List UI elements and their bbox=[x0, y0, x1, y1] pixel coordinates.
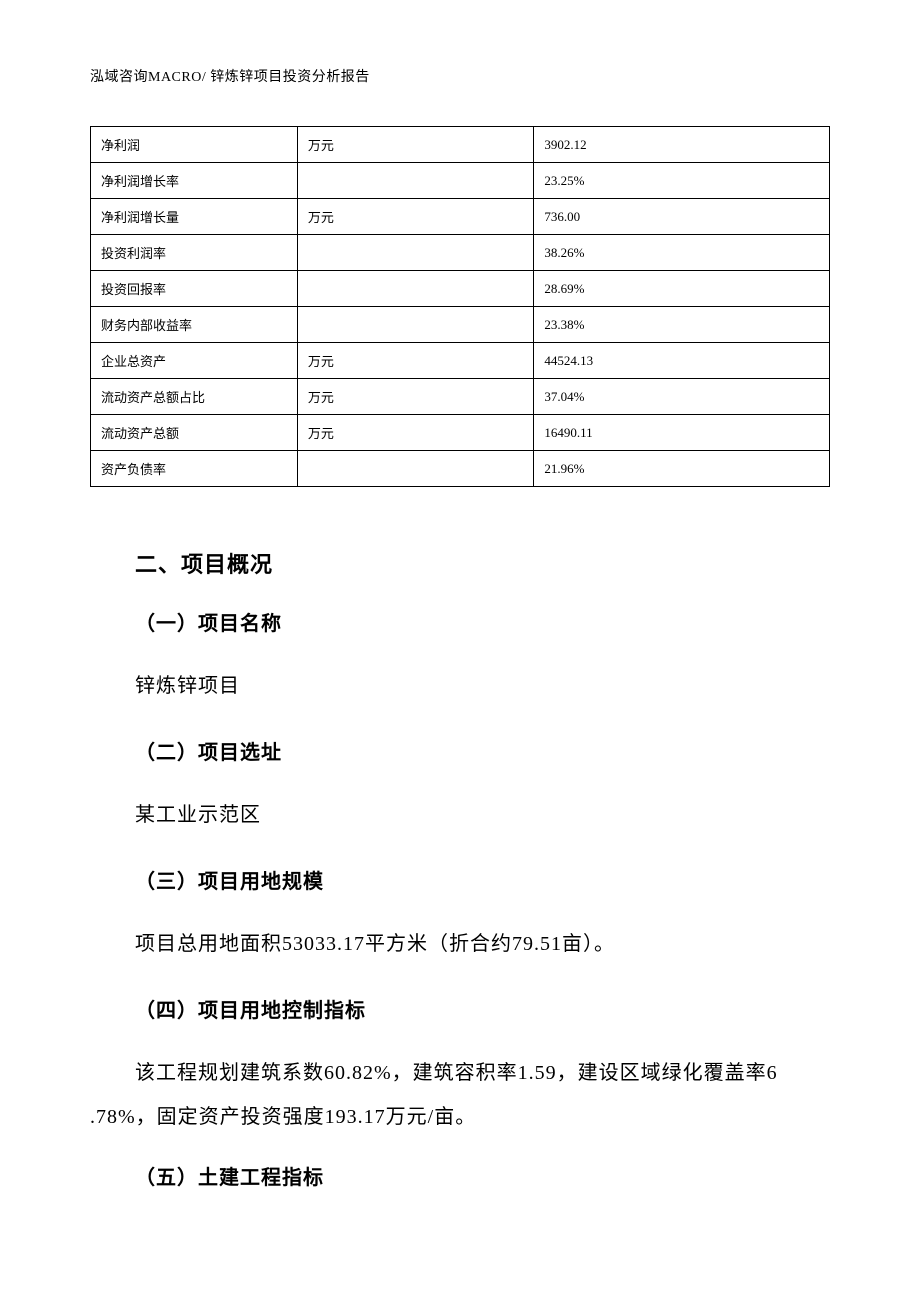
table-cell: 21.96% bbox=[534, 451, 830, 487]
land-control-text-line2: .78%，固定资产投资强度193.17万元/亩。 bbox=[90, 1095, 830, 1139]
table-row: 企业总资产 万元 44524.13 bbox=[91, 343, 830, 379]
table-cell bbox=[297, 271, 533, 307]
header-text: 泓域咨询MACRO/ 锌炼锌项目投资分析报告 bbox=[90, 70, 370, 85]
subsection-title-1: （一）项目名称 bbox=[135, 607, 830, 636]
table-row: 财务内部收益率 23.38% bbox=[91, 307, 830, 343]
project-name-text: 锌炼锌项目 bbox=[135, 664, 830, 708]
financial-table: 净利润 万元 3902.12 净利润增长率 23.25% 净利润增长量 万元 7… bbox=[90, 126, 830, 487]
document-content: 二、项目概况 （一）项目名称 锌炼锌项目 （二）项目选址 某工业示范区 （三）项… bbox=[90, 547, 830, 1190]
table-cell: 28.69% bbox=[534, 271, 830, 307]
table-cell: 16490.11 bbox=[534, 415, 830, 451]
table-cell bbox=[297, 235, 533, 271]
table-cell bbox=[297, 307, 533, 343]
table-row: 净利润增长率 23.25% bbox=[91, 163, 830, 199]
table-cell: 23.25% bbox=[534, 163, 830, 199]
table-cell bbox=[297, 163, 533, 199]
table-cell: 净利润增长量 bbox=[91, 199, 298, 235]
section-title: 二、项目概况 bbox=[135, 547, 830, 579]
table-cell: 3902.12 bbox=[534, 127, 830, 163]
table-cell bbox=[297, 451, 533, 487]
table-cell: 流动资产总额 bbox=[91, 415, 298, 451]
table-cell: 万元 bbox=[297, 379, 533, 415]
table-cell: 万元 bbox=[297, 199, 533, 235]
table-body: 净利润 万元 3902.12 净利润增长率 23.25% 净利润增长量 万元 7… bbox=[91, 127, 830, 487]
page-header: 泓域咨询MACRO/ 锌炼锌项目投资分析报告 bbox=[90, 66, 830, 86]
subsection-title-5: （五）土建工程指标 bbox=[135, 1161, 830, 1190]
table-row: 资产负债率 21.96% bbox=[91, 451, 830, 487]
table-cell: 23.38% bbox=[534, 307, 830, 343]
table-cell: 38.26% bbox=[534, 235, 830, 271]
table-cell: 44524.13 bbox=[534, 343, 830, 379]
table-row: 流动资产总额占比 万元 37.04% bbox=[91, 379, 830, 415]
table-cell: 736.00 bbox=[534, 199, 830, 235]
table-row: 净利润增长量 万元 736.00 bbox=[91, 199, 830, 235]
table-cell: 财务内部收益率 bbox=[91, 307, 298, 343]
table-cell: 净利润 bbox=[91, 127, 298, 163]
land-control-paragraph: 该工程规划建筑系数60.82%，建筑容积率1.59，建设区域绿化覆盖率6 .78… bbox=[90, 1051, 830, 1139]
table-cell: 万元 bbox=[297, 343, 533, 379]
table-cell: 流动资产总额占比 bbox=[91, 379, 298, 415]
table-cell: 万元 bbox=[297, 415, 533, 451]
land-control-text-line1: 该工程规划建筑系数60.82%，建筑容积率1.59，建设区域绿化覆盖率6 bbox=[90, 1051, 830, 1095]
subsection-title-3: （三）项目用地规模 bbox=[135, 865, 830, 894]
document-page: 泓域咨询MACRO/ 锌炼锌项目投资分析报告 净利润 万元 3902.12 净利… bbox=[0, 0, 920, 1308]
table-cell: 万元 bbox=[297, 127, 533, 163]
table-cell: 投资利润率 bbox=[91, 235, 298, 271]
table-row: 投资回报率 28.69% bbox=[91, 271, 830, 307]
subsection-title-2: （二）项目选址 bbox=[135, 736, 830, 765]
project-location-text: 某工业示范区 bbox=[135, 793, 830, 837]
table-cell: 净利润增长率 bbox=[91, 163, 298, 199]
table-cell: 投资回报率 bbox=[91, 271, 298, 307]
table-cell: 资产负债率 bbox=[91, 451, 298, 487]
subsection-title-4: （四）项目用地控制指标 bbox=[135, 994, 830, 1023]
table-row: 流动资产总额 万元 16490.11 bbox=[91, 415, 830, 451]
table-row: 净利润 万元 3902.12 bbox=[91, 127, 830, 163]
land-scale-text: 项目总用地面积53033.17平方米（折合约79.51亩）。 bbox=[135, 922, 830, 966]
table-cell: 37.04% bbox=[534, 379, 830, 415]
table-cell: 企业总资产 bbox=[91, 343, 298, 379]
table-row: 投资利润率 38.26% bbox=[91, 235, 830, 271]
